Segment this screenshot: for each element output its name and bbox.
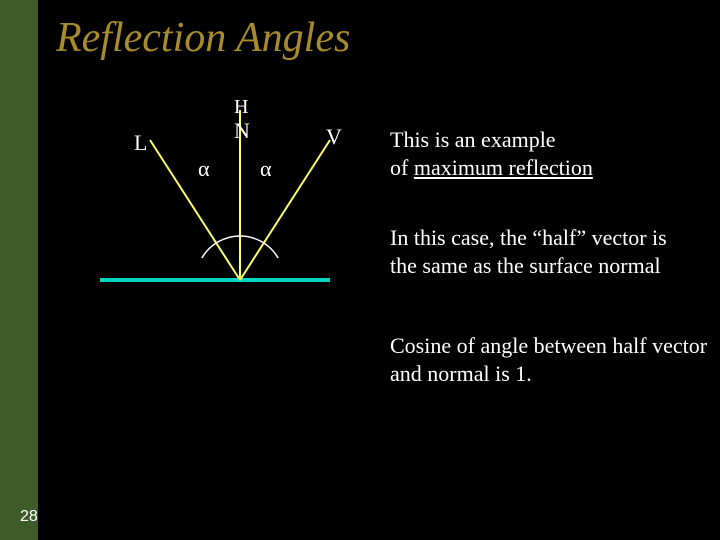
paragraph-3: Cosine of angle between half vector and … bbox=[390, 332, 710, 387]
label-alpha-right: α bbox=[260, 156, 272, 182]
vector-L bbox=[150, 140, 240, 280]
slide-title: Reflection Angles bbox=[56, 14, 350, 62]
sidebar-accent bbox=[0, 0, 38, 540]
label-H: H bbox=[234, 96, 248, 119]
label-L: L bbox=[134, 130, 147, 156]
paragraph-2: In this case, the “half” vector is the s… bbox=[390, 224, 690, 279]
p1-underlined: maximum reflection bbox=[414, 155, 593, 180]
page-number: 28 bbox=[20, 508, 38, 526]
reflection-diagram: H N L V α α bbox=[90, 100, 330, 300]
p1-line1: This is an example bbox=[390, 127, 556, 152]
label-N: N bbox=[234, 118, 250, 144]
label-alpha-left: α bbox=[198, 156, 210, 182]
diagram-svg bbox=[90, 100, 350, 300]
p1-line2a: of bbox=[390, 155, 414, 180]
title-underline bbox=[56, 82, 696, 84]
paragraph-1: This is an example of maximum reflection bbox=[390, 126, 710, 181]
label-V: V bbox=[326, 124, 342, 150]
vector-V bbox=[240, 140, 330, 280]
